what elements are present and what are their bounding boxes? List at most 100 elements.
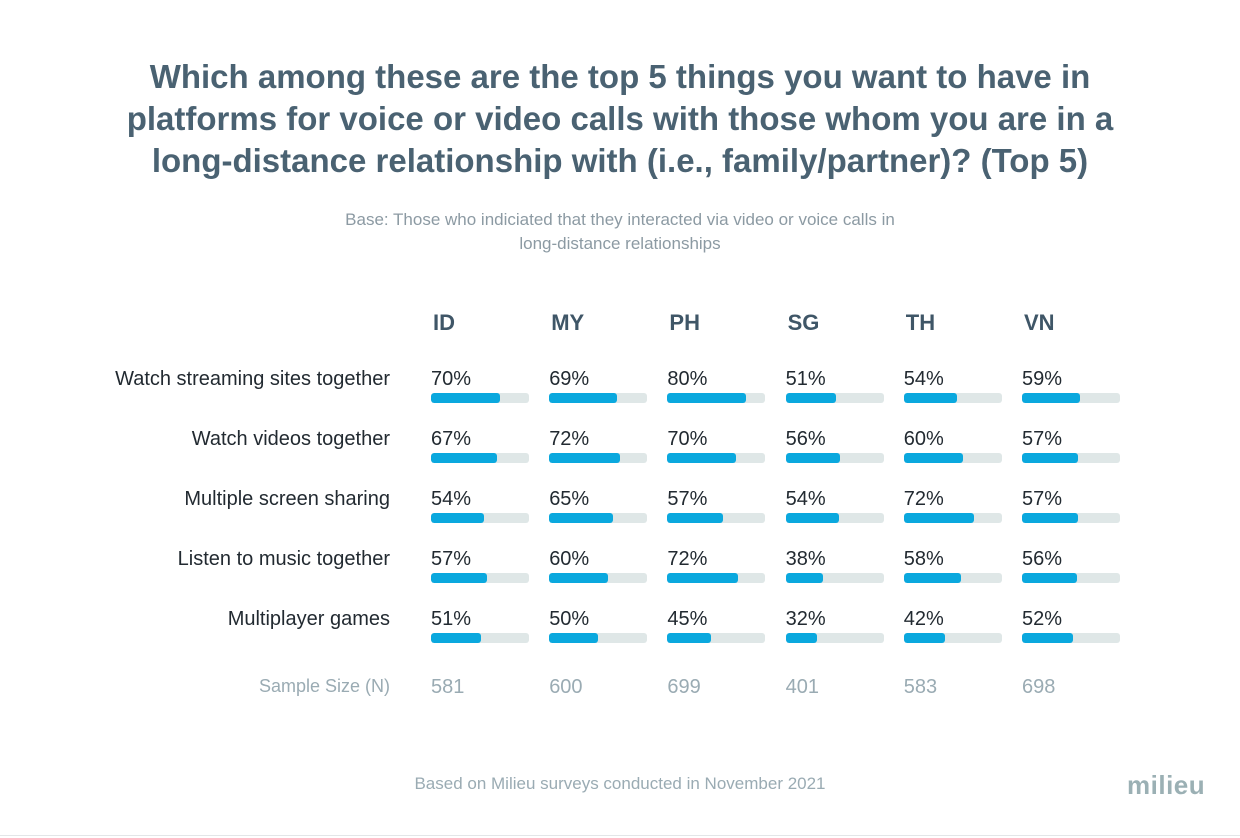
data-label: 50%	[549, 608, 590, 630]
bar-track	[785, 513, 884, 523]
data-label: 69%	[549, 368, 590, 390]
data-label: 60%	[549, 548, 590, 570]
data-label: 65%	[549, 488, 590, 510]
bar	[785, 393, 836, 403]
data-label: 72%	[549, 428, 590, 450]
data-label: 80%	[667, 368, 708, 390]
bar-track	[431, 573, 529, 583]
bar	[431, 633, 481, 643]
column-header-vn: VN	[1024, 310, 1055, 335]
column-header-th: TH	[905, 310, 936, 335]
data-label: 72%	[903, 488, 944, 510]
bar	[785, 573, 823, 583]
data-label: 45%	[667, 608, 708, 630]
data-label: 57%	[1022, 428, 1063, 450]
bar-track	[903, 573, 1002, 583]
sample-size-label: Sample Size (N)	[258, 676, 390, 696]
bar	[431, 513, 484, 523]
bar-track	[667, 453, 766, 463]
bar	[549, 633, 599, 643]
data-label: 58%	[903, 548, 944, 570]
bar-track	[431, 513, 529, 523]
data-label: 67%	[431, 428, 472, 450]
data-label: 54%	[903, 368, 944, 390]
bar-track	[549, 633, 648, 643]
data-label: 54%	[431, 488, 472, 510]
bar	[549, 573, 608, 583]
data-label: 52%	[1022, 608, 1063, 630]
sample-size-value: 401	[785, 676, 819, 698]
bar	[903, 453, 963, 463]
chart-subtitle: Base: Those who indiciated that they int…	[345, 210, 895, 253]
bar	[1022, 573, 1077, 583]
bar-track	[1022, 633, 1120, 643]
column-header-sg: SG	[787, 310, 820, 335]
bar	[667, 513, 724, 523]
bar	[903, 573, 961, 583]
bar	[667, 573, 738, 583]
bar	[1022, 393, 1080, 403]
bar-track	[903, 513, 1002, 523]
bar	[549, 393, 617, 403]
bar-track	[667, 573, 766, 583]
row-label: Multiplayer games	[227, 608, 390, 630]
data-label: 70%	[667, 428, 708, 450]
data-label: 59%	[1022, 368, 1063, 390]
bar	[667, 633, 712, 643]
bar-track	[1022, 393, 1120, 403]
bar-track	[785, 573, 884, 583]
sample-size-value: 600	[549, 676, 583, 698]
row-label: Listen to music together	[177, 548, 390, 570]
chart-title: Which among these are the top 5 things y…	[126, 58, 1114, 179]
data-label: 42%	[903, 608, 944, 630]
bar	[667, 453, 736, 463]
bar-track	[903, 453, 1002, 463]
bar	[785, 453, 841, 463]
row-label: Watch videos together	[191, 428, 390, 450]
bar-track	[1022, 513, 1120, 523]
sample-size-value: 581	[431, 676, 465, 698]
bar-track	[1022, 573, 1120, 583]
data-label: 56%	[1022, 548, 1063, 570]
footer-note: Based on Milieu surveys conducted in Nov…	[414, 774, 826, 793]
bar-track	[903, 393, 1002, 403]
bottom-divider	[0, 835, 1240, 836]
row-label: Watch streaming sites together	[115, 368, 390, 390]
bar-track	[903, 633, 1002, 643]
column-header-ph: PH	[669, 310, 700, 335]
row-label: Multiple screen sharing	[184, 488, 390, 510]
bar	[1022, 453, 1078, 463]
bar-track	[549, 513, 648, 523]
data-label: 51%	[431, 608, 472, 630]
data-label: 51%	[785, 368, 826, 390]
bar-track	[667, 633, 766, 643]
data-label: 38%	[785, 548, 826, 570]
column-header-my: MY	[551, 310, 585, 335]
bar	[903, 633, 945, 643]
bar	[431, 573, 487, 583]
bar-track	[667, 393, 766, 403]
bar	[431, 393, 500, 403]
bar	[1022, 633, 1073, 643]
data-label: 70%	[431, 368, 472, 390]
data-label: 57%	[1022, 488, 1063, 510]
bar-track	[549, 393, 648, 403]
bar-track	[549, 573, 648, 583]
bar-track	[667, 513, 766, 523]
data-label: 57%	[431, 548, 472, 570]
bar-track	[431, 453, 529, 463]
bar-track	[549, 453, 648, 463]
bar	[667, 393, 746, 403]
bar	[549, 453, 620, 463]
bar-track	[1022, 453, 1120, 463]
bar-track	[785, 393, 884, 403]
bar	[903, 513, 975, 523]
data-label: 32%	[785, 608, 826, 630]
sample-size-value: 583	[903, 676, 938, 698]
bar	[1022, 513, 1078, 523]
bar	[903, 393, 957, 403]
data-label: 54%	[785, 488, 826, 510]
sample-size-value: 698	[1022, 676, 1056, 698]
bar	[785, 513, 839, 523]
data-label: 57%	[667, 488, 708, 510]
